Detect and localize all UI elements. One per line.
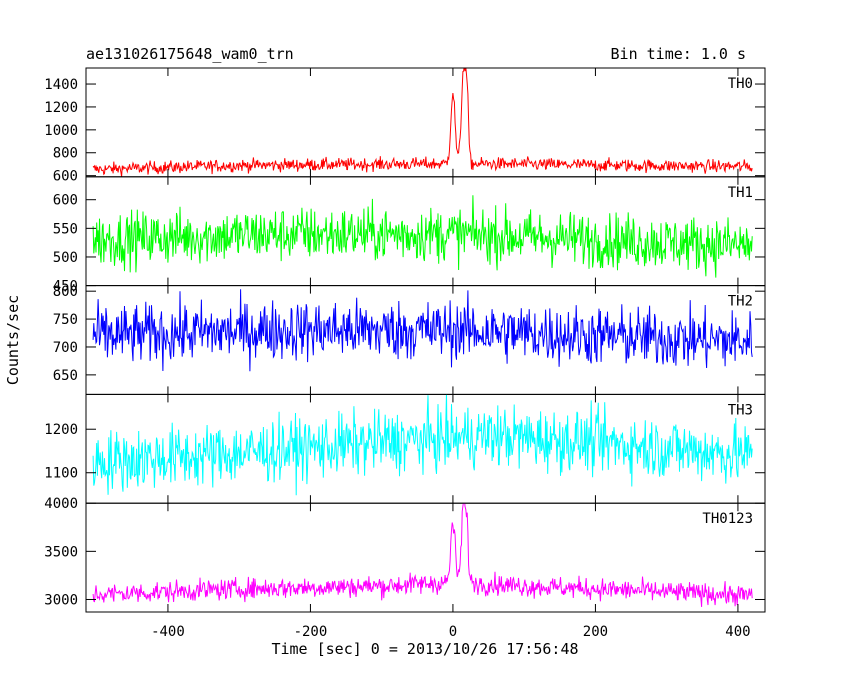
series-th0123 xyxy=(92,503,753,607)
bin-time-label: Bin time: 1.0 s xyxy=(611,45,746,63)
panel-label: TH3 xyxy=(728,402,753,418)
chart-title: ae131026175648_wam0_trn xyxy=(86,45,294,63)
y-tick-label: 3500 xyxy=(44,544,78,560)
y-tick-label: 3000 xyxy=(44,592,78,608)
y-tick-label: 800 xyxy=(53,146,78,162)
y-axis-label: Counts/sec xyxy=(4,295,22,385)
y-tick-label: 800 xyxy=(53,284,78,300)
y-tick-label: 4000 xyxy=(44,496,78,512)
x-tick-label: 400 xyxy=(725,624,750,640)
y-tick-label: 1200 xyxy=(44,100,78,116)
x-tick-label: -400 xyxy=(151,624,185,640)
panel-frame xyxy=(85,285,766,395)
y-tick-label: 750 xyxy=(53,312,78,328)
x-tick-label: 0 xyxy=(449,624,457,640)
panel-label: TH0 xyxy=(728,76,753,92)
x-tick-label: -200 xyxy=(294,624,328,640)
y-tick-label: 500 xyxy=(53,250,78,266)
panel-frame xyxy=(85,502,766,613)
y-tick-label: 1200 xyxy=(44,422,78,438)
panel-label: TH2 xyxy=(728,294,753,310)
y-tick-label: 1400 xyxy=(44,77,78,93)
y-tick-label: 550 xyxy=(53,221,78,237)
y-tick-label: 650 xyxy=(53,368,78,384)
y-tick-label: 1000 xyxy=(44,123,78,139)
y-tick-label: 450 xyxy=(53,279,78,295)
panels-group: TH0 600 800 1000 1200 1400 TH1 450 500 550 600 TH2 6… xyxy=(44,67,766,640)
panel-label: TH1 xyxy=(728,185,753,201)
y-tick-label: 600 xyxy=(53,193,78,209)
series-th2 xyxy=(92,289,753,372)
y-tick-label: 700 xyxy=(53,340,78,356)
x-tick-label: 200 xyxy=(583,624,608,640)
y-tick-label: 600 xyxy=(53,169,78,185)
series-th0 xyxy=(92,68,753,177)
x-axis-label: Time [sec] 0 = 2013/10/26 17:56:48 xyxy=(271,640,578,658)
series-th3 xyxy=(92,394,753,496)
series-th1 xyxy=(92,195,753,278)
panel-label: TH0123 xyxy=(702,511,753,527)
y-tick-label: 1100 xyxy=(44,466,78,482)
